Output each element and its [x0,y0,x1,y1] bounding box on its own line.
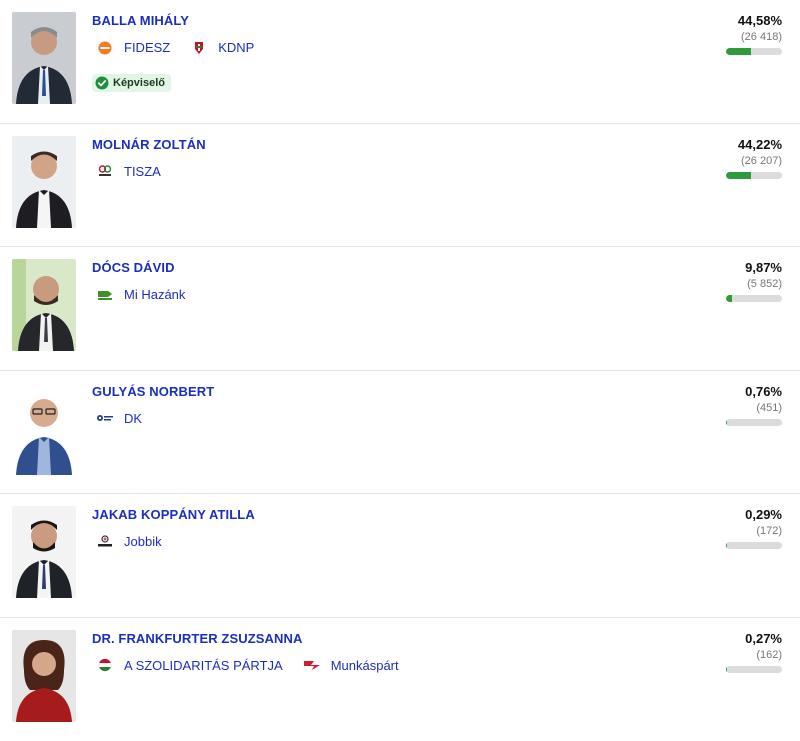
vote-count: (26 418) [692,31,782,43]
candidate-name-link[interactable]: DÓCS DÁVID [92,260,175,275]
party-label: Munkáspárt [331,658,399,673]
candidate-row: BALLA MIHÁLY FIDESZ KDNP Képviselő [0,0,800,124]
candidate-name-link[interactable]: BALLA MIHÁLY [92,13,189,28]
check-circle-icon [95,76,109,90]
kdnp-logo-icon [190,41,208,55]
tisza-logo-icon [96,164,114,178]
vote-share-fill [726,172,751,179]
candidate-photo [12,506,76,598]
result-block: 0,76% (451) [692,384,782,426]
result-block: 44,22% (26 207) [692,137,782,179]
vote-share-fill [726,295,732,302]
party-kdnp: KDNP [190,40,254,55]
mi-hazank-logo-icon [96,288,114,302]
candidate-name-link[interactable]: MOLNÁR ZOLTÁN [92,137,206,152]
party-jobbik: Jobbik [96,534,162,549]
party-dk: DK [96,411,142,426]
candidate-row: DR. FRANKFURTER ZSUZSANNA A SZOLIDARITÁS… [0,618,800,741]
munkaspart-logo-icon [303,658,321,672]
party-munkaspart: Munkáspárt [303,658,399,673]
candidate-row: DÓCS DÁVID Mi Hazánk 9,87% (5 852) [0,247,800,371]
party-label: Mi Hazánk [124,287,185,302]
party-label: Jobbik [124,534,162,549]
dk-logo-icon [96,411,114,425]
candidate-photo [12,630,76,722]
party-fidesz: FIDESZ [96,40,170,55]
vote-share-bar [726,419,782,426]
candidate-row: GULYÁS NORBERT DK 0,76% (451) [0,371,800,495]
vote-share-bar [726,542,782,549]
vote-percent: 44,58% [692,13,782,28]
elected-badge: Képviselő [92,74,171,92]
vote-count: (5 852) [692,278,782,290]
party-label: FIDESZ [124,40,170,55]
party-list: DK [96,411,142,426]
candidate-row: MOLNÁR ZOLTÁN TISZA 44,22% (26 207) [0,124,800,248]
vote-count: (26 207) [692,155,782,167]
vote-share-fill [726,48,751,55]
candidate-photo [12,12,76,104]
party-list: FIDESZ KDNP [96,40,254,55]
result-block: 0,27% (162) [692,631,782,673]
vote-share-bar [726,48,782,55]
party-tisza: TISZA [96,164,161,179]
vote-percent: 44,22% [692,137,782,152]
candidate-photo [12,383,76,475]
party-label: A SZOLIDARITÁS PÁRTJA [124,658,283,673]
candidate-photo [12,136,76,228]
party-list: TISZA [96,164,161,179]
vote-percent: 0,76% [692,384,782,399]
candidate-name-link[interactable]: DR. FRANKFURTER ZSUZSANNA [92,631,303,646]
candidate-name-link[interactable]: JAKAB KOPPÁNY ATILLA [92,507,255,522]
vote-percent: 0,29% [692,507,782,522]
candidate-row: JAKAB KOPPÁNY ATILLA Jobbik 0,29% (172) [0,494,800,618]
result-block: 0,29% (172) [692,507,782,549]
candidate-photo [12,259,76,351]
candidate-name-link[interactable]: GULYÁS NORBERT [92,384,214,399]
party-label: TISZA [124,164,161,179]
party-label: KDNP [218,40,254,55]
result-block: 9,87% (5 852) [692,260,782,302]
jobbik-logo-icon [96,535,114,549]
vote-share-bar [726,666,782,673]
party-mi-hazank: Mi Hazánk [96,287,185,302]
vote-percent: 0,27% [692,631,782,646]
vote-share-bar [726,295,782,302]
party-list: Jobbik [96,534,162,549]
vote-count: (451) [692,402,782,414]
vote-count: (172) [692,525,782,537]
party-label: DK [124,411,142,426]
result-block: 44,58% (26 418) [692,13,782,55]
party-list: Mi Hazánk [96,287,185,302]
party-szolidaritas: A SZOLIDARITÁS PÁRTJA [96,658,283,673]
vote-percent: 9,87% [692,260,782,275]
fidesz-logo-icon [96,41,114,55]
elected-label: Képviselő [113,77,165,89]
party-list: A SZOLIDARITÁS PÁRTJA Munkáspárt [96,658,399,673]
szolidaritas-logo-icon [96,658,114,672]
vote-count: (162) [692,649,782,661]
vote-share-bar [726,172,782,179]
